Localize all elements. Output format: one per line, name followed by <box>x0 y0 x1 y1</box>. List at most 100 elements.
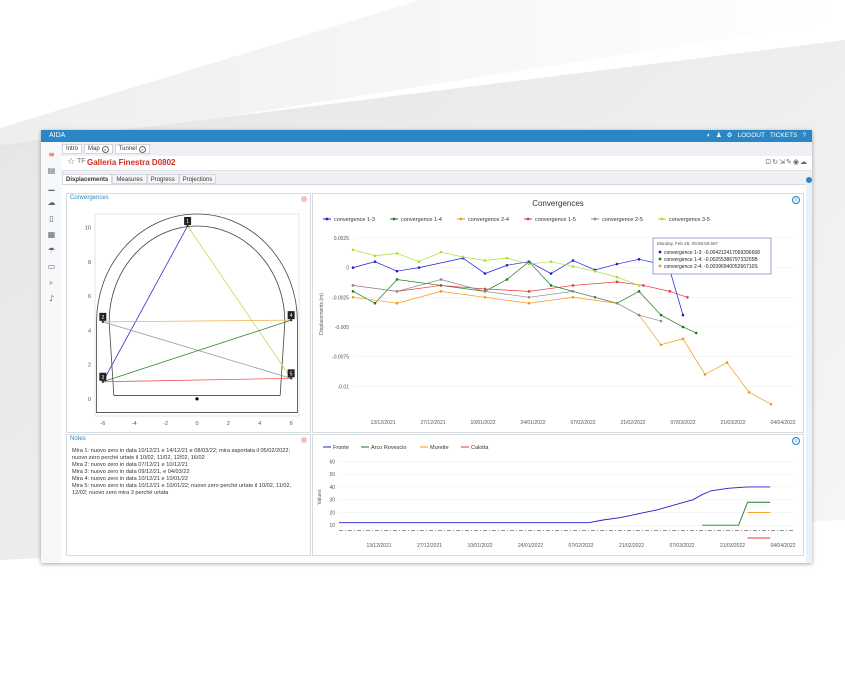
user-icon[interactable]: ♟ <box>715 132 722 139</box>
close-icon[interactable]: × <box>138 145 146 153</box>
edit-icon[interactable]: ✎ <box>786 158 793 166</box>
layers-icon[interactable]: ▦ <box>47 230 56 239</box>
series-point <box>593 269 597 273</box>
legend-entry: Murette <box>420 445 449 451</box>
note-line: nuovo zero perché urtate il 10/02, 11/02… <box>72 455 205 461</box>
convergence-segment <box>187 225 292 379</box>
target-point: 2 <box>99 312 107 324</box>
collapse-icon[interactable] <box>806 177 812 183</box>
y-tick-label: 2 <box>88 363 91 369</box>
legend-label: convergence 2-5 <box>602 217 643 223</box>
series-point <box>527 290 531 293</box>
export-icon[interactable]: ⇲ <box>779 158 787 166</box>
legend-marker <box>459 217 463 221</box>
chart-tooltip: Monday, Feb 28, 09:59:59.597 convergence … <box>652 237 772 275</box>
series-point <box>351 248 355 252</box>
series-point <box>615 301 619 305</box>
y-tick-label: 10 <box>329 523 335 529</box>
x-tick-label: 24/01/2022 <box>520 420 545 426</box>
y-tick-label: 0.0025 <box>334 236 350 242</box>
note-line: Mira 1: nuovo zero in data 10/12/21 e 14… <box>72 448 290 454</box>
y-tick-label: 8 <box>88 260 91 266</box>
logout-button[interactable]: LOGOUT <box>737 132 765 139</box>
x-tick-label: 04/04/2022 <box>770 543 795 549</box>
legend-label: Calotta <box>471 445 489 451</box>
cloud-icon[interactable]: ☁ <box>47 198 56 207</box>
x-tick-label: 10/01/2022 <box>470 420 495 426</box>
notes-text: Mira 1: nuovo zero in data 10/12/21 e 14… <box>72 448 302 497</box>
refresh-icon[interactable]: ↻ <box>772 158 780 166</box>
close-icon[interactable]: × <box>101 145 109 153</box>
upload-icon[interactable]: ☂ <box>47 246 56 255</box>
legend-label: Murette <box>430 445 449 451</box>
series-point <box>461 255 465 259</box>
document-icon[interactable]: ▯ <box>49 214 54 223</box>
series-point <box>642 284 645 287</box>
series-point <box>439 290 443 293</box>
convergence-segment <box>102 377 292 383</box>
convergence-segment <box>102 319 292 323</box>
close-icon[interactable] <box>301 437 307 443</box>
chart-icon[interactable]: ▁ <box>48 182 55 191</box>
series-point <box>527 301 531 305</box>
tab-measures[interactable]: Measures <box>112 174 147 184</box>
tickets-button[interactable]: TICKETS <box>769 132 798 139</box>
tab-projections[interactable]: Projections <box>178 174 217 184</box>
view-icon[interactable]: ◉ <box>792 158 800 166</box>
info-icon[interactable]: i <box>792 196 800 204</box>
series-point <box>571 290 575 293</box>
theme-icon[interactable]: ◐ <box>706 132 711 139</box>
tooltip-row: convergence 1-4: -0.0025538679733205B <box>664 257 758 263</box>
archive-icon[interactable]: ▭ <box>47 262 56 271</box>
cloud-upload-icon[interactable]: ☁ <box>800 158 808 166</box>
close-icon[interactable] <box>301 196 307 202</box>
content-area: Convergences -6 -4 -2 0 2 4 6 10 8 6 4 2 0 1 2 3 4 5 i Co… <box>62 184 806 563</box>
legend-label: convergence 1-4 <box>401 217 442 223</box>
tab-intro[interactable]: Intro <box>62 144 83 154</box>
target-marker <box>99 312 107 321</box>
tooltip-marker <box>658 264 662 268</box>
page-title: Galleria Finestra D0802 <box>87 158 176 167</box>
settings-icon[interactable]: ⚙ <box>726 132 733 139</box>
x-tick-label: 21/03/2022 <box>720 543 745 549</box>
y-tick-label: -0.0025 <box>332 295 349 301</box>
series-line <box>352 257 684 316</box>
tab-displacements[interactable]: Displacements <box>62 174 113 184</box>
series-point <box>373 301 377 305</box>
convergence-time-chart: Convergences convergence 1-3 convergence 1… <box>319 199 796 426</box>
tab-progress[interactable]: Progress <box>146 174 179 184</box>
series-point <box>395 290 399 293</box>
legend-label: convergence 1-3 <box>334 217 375 223</box>
y-tick-label: 10 <box>85 226 91 232</box>
series-point <box>483 272 487 275</box>
info-icon[interactable]: i <box>792 437 800 445</box>
series-point <box>505 256 509 260</box>
convergence-segment <box>102 319 292 383</box>
legend-marker <box>526 217 530 221</box>
series-point <box>351 295 355 299</box>
note-line: 12/02; nuovo zero mira 3 perché urtata <box>72 490 169 496</box>
y-tick-label: 0 <box>346 266 349 272</box>
series-point <box>571 295 575 299</box>
target-dot <box>101 380 105 383</box>
legend-entry: Calotta <box>461 445 489 451</box>
database-icon[interactable]: ▤ <box>47 166 56 175</box>
series-point <box>527 295 531 299</box>
menu-icon[interactable]: ≡ <box>48 150 55 159</box>
legend-entry: convergence 3-5 <box>658 217 710 223</box>
play-icon[interactable]: ▸ <box>49 278 54 287</box>
series-line <box>702 501 771 526</box>
y-tick-label: 20 <box>329 510 335 516</box>
series-point <box>571 265 575 268</box>
x-tick-label: 10/01/2022 <box>467 543 492 549</box>
x-tick-label: 07/02/2022 <box>570 420 595 426</box>
tunnel-type-label: TF <box>77 158 86 165</box>
tab-tunnel[interactable]: Tunnel × <box>114 144 150 154</box>
tab-map[interactable]: Map × <box>84 144 113 154</box>
series-point <box>681 325 685 329</box>
plot-frame <box>94 213 300 417</box>
lock-icon[interactable]: ⊡ <box>765 158 773 166</box>
star-icon[interactable]: ☆ <box>67 157 76 167</box>
help-button[interactable]: ? <box>802 132 806 139</box>
bell-icon[interactable]: ♪ <box>48 294 55 303</box>
